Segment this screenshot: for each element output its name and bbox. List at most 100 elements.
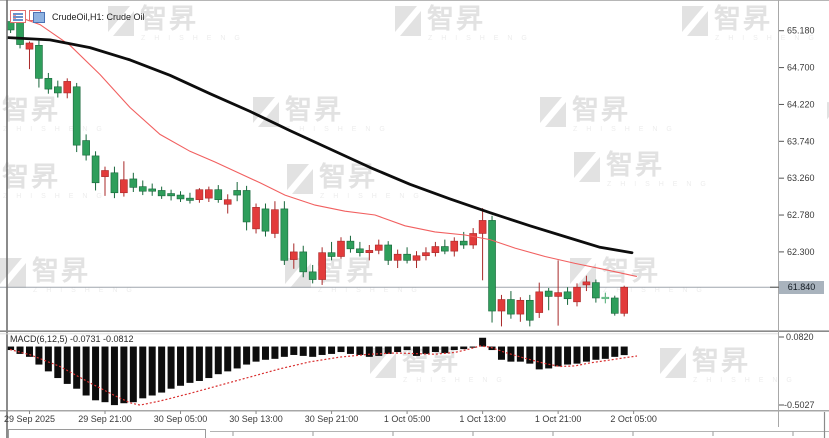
macd-bar: [44, 346, 52, 372]
macd-indicator-label: MACD(6,12,5) -0.0731 -0.0812: [10, 334, 134, 344]
macd-bar: [54, 346, 62, 379]
icon-decoration: [13, 19, 23, 21]
price-axis-label: 62.300: [787, 247, 815, 257]
macd-bar: [224, 346, 232, 372]
time-axis[interactable]: 29 Sep 2025 29 Sep 21:00 30 Sep 05:00 30 Se…: [4, 411, 657, 424]
candle-body: [72, 86, 81, 146]
new-window-icon[interactable]: [29, 10, 45, 23]
candle-body: [337, 240, 345, 257]
macd-bar: [148, 346, 156, 396]
time-axis-label: 1 Oct 21:00: [535, 414, 582, 424]
ma-fast-line: [9, 13, 638, 278]
candle-body: [289, 251, 298, 260]
candle-body: [610, 297, 619, 314]
macd-bar: [554, 346, 562, 367]
price-axis-label: 63.740: [787, 136, 815, 146]
macd-bar: [280, 346, 288, 357]
macd-bar: [129, 346, 137, 403]
candle-body: [252, 207, 260, 230]
macd-bar: [195, 346, 203, 381]
candle-body: [120, 179, 128, 194]
time-axis-label: 29 Sep 21:00: [78, 414, 132, 424]
candle-body: [214, 189, 223, 200]
candle-body: [91, 155, 100, 184]
candle-body: [459, 240, 468, 246]
macd-bar: [497, 346, 505, 360]
macd-bar: [479, 337, 487, 347]
macd-bar: [620, 346, 628, 356]
macd-bar: [63, 346, 71, 384]
current-price-tag: 61.840: [779, 280, 824, 294]
candle-body: [507, 299, 515, 315]
candle-body: [544, 290, 553, 297]
macd-bar: [441, 346, 449, 353]
candle-body: [573, 286, 581, 303]
macd-bar: [413, 346, 421, 356]
macd-bar: [337, 346, 345, 353]
time-axis-label: 1 Oct 05:00: [384, 414, 431, 424]
candle-body: [82, 140, 90, 156]
candle-body: [63, 81, 72, 94]
macd-bar: [158, 346, 166, 393]
candle-body: [422, 252, 430, 257]
macd-bar: [460, 346, 468, 350]
price-axis-label: 63.260: [787, 173, 815, 183]
candle-body: [535, 291, 544, 313]
macd-bar: [403, 346, 411, 351]
macd-bar: [346, 346, 354, 354]
indicator-list-icon[interactable]: [10, 10, 26, 23]
time-axis-label: 30 Sep 13:00: [229, 414, 283, 424]
candle-body: [393, 253, 402, 261]
macd-bar: [167, 346, 175, 389]
macd-bar: [516, 346, 524, 362]
macd-axis-top-label: 0.0820: [786, 332, 814, 342]
icon-decoration: [13, 16, 23, 18]
macd-axis[interactable]: 0.0820 -0.5027: [779, 332, 815, 410]
candle-body: [582, 281, 591, 286]
macd-bar: [101, 346, 109, 403]
candle-body: [450, 240, 459, 252]
macd-bar: [526, 346, 534, 364]
time-axis-label: 30 Sep 05:00: [154, 414, 208, 424]
time-axis-label: 2 Oct 05:00: [610, 414, 657, 424]
candle-body: [176, 194, 185, 200]
macd-bar: [243, 346, 251, 365]
time-axis-label: 30 Sep 21:00: [305, 414, 359, 424]
macd-bar: [35, 346, 43, 365]
candle-body: [129, 178, 138, 188]
macd-bar: [384, 346, 392, 354]
macd-bar: [120, 346, 128, 404]
time-axis-label: 29 Sep 2025: [4, 414, 55, 424]
price-axis-label: 64.700: [787, 63, 815, 73]
candle-body: [554, 292, 562, 297]
candle-body: [148, 188, 156, 192]
macd-bar: [394, 346, 402, 353]
candle-body: [35, 45, 43, 79]
macd-bar: [365, 346, 373, 357]
macd-bar: [328, 346, 336, 354]
macd-bar: [535, 346, 543, 370]
price-axis-label: 64.220: [787, 99, 815, 109]
macd-bar: [469, 346, 477, 348]
candle-body: [525, 299, 534, 321]
candle-body: [620, 286, 629, 314]
candle-body: [205, 189, 213, 199]
candle-body: [138, 186, 147, 192]
macd-bar: [356, 346, 364, 355]
macd-bar: [16, 346, 24, 354]
macd-bar: [290, 346, 298, 355]
candle-body: [563, 291, 572, 300]
macd-axis-bottom-label: -0.5027: [784, 400, 815, 410]
chart-symbol-title: CrudeOil,H1: Crude Oil: [52, 11, 145, 22]
macd-bar: [25, 346, 33, 357]
macd-bar: [261, 346, 269, 360]
macd-bar: [299, 346, 307, 356]
macd-bar: [573, 346, 581, 364]
macd-bar: [73, 346, 81, 389]
price-axis[interactable]: 65.180 64.700 64.220 63.740 63.260 62.780 62.3…: [770, 26, 815, 288]
candle-body: [242, 190, 251, 223]
candle-body: [412, 255, 421, 261]
price-axis-label: 62.780: [787, 210, 815, 220]
